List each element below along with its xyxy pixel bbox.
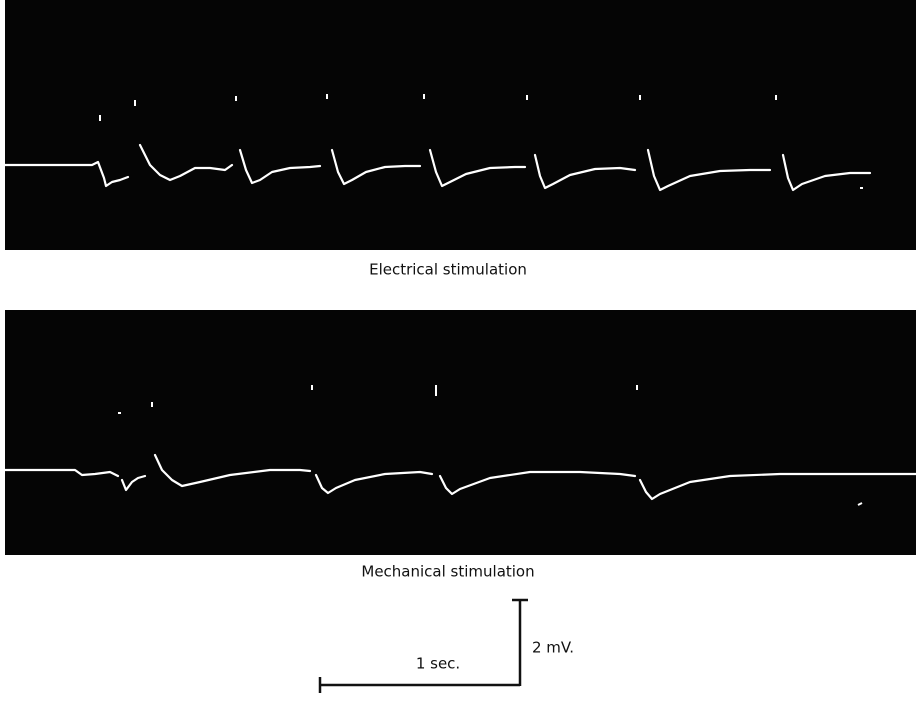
figure: Electrical stimulation Mechanical stimul… (0, 0, 916, 720)
time-scale-label: 1 sec. (416, 655, 460, 673)
panel-caption: Mechanical stimulation (361, 563, 534, 581)
voltage-scale-label: 2 mV. (532, 639, 574, 657)
panel-caption: Electrical stimulation (369, 261, 527, 279)
oscilloscope-panel (5, 310, 916, 555)
page: Electrical stimulation Mechanical stimul… (0, 0, 916, 720)
oscilloscope-panel (5, 0, 916, 250)
